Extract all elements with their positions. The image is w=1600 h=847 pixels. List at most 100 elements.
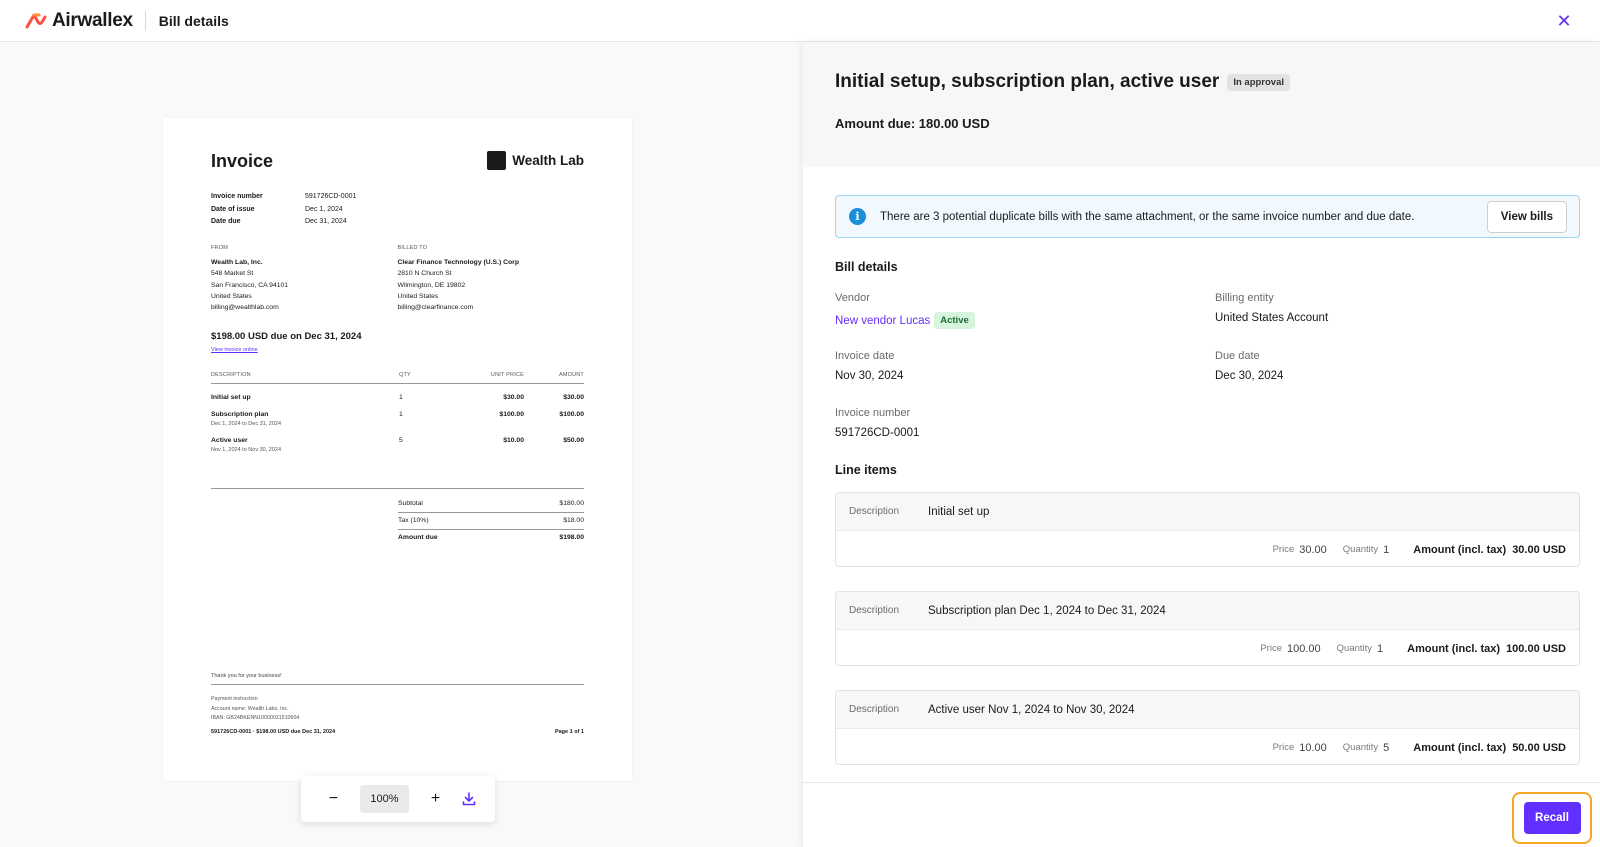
bill-title: Initial setup, subscription plan, active… [835, 71, 1291, 93]
alert-text: There are 3 potential duplicate bills wi… [880, 210, 1415, 223]
airwallex-logo[interactable]: Airwallex [25, 10, 133, 32]
col-qty: QTY [399, 372, 411, 378]
payment-instruction: Payment instruction Account name: Wealth… [211, 695, 299, 724]
footer-divider [211, 684, 584, 685]
billing-entity-value: United States Account [1215, 312, 1329, 324]
close-icon[interactable]: ✕ [1556, 10, 1572, 31]
price-value: 10.00 [1299, 741, 1327, 754]
quantity-value: 1 [1377, 642, 1384, 655]
meta-label: Date of issue [211, 205, 255, 213]
payment-account: Account name: Wealth Labs, Inc. [211, 705, 289, 712]
price-label: Price [1260, 643, 1282, 654]
row-amount: $30.00 [563, 394, 584, 401]
zoom-out-button[interactable]: − [328, 790, 339, 807]
amount-due: Amount due: 180.00 USD [835, 116, 990, 131]
invoice-footer: 591726CD-0001 · $198.00 USD due Dec 31, … [211, 729, 584, 735]
airwallex-logo-icon [25, 13, 47, 28]
billing-entity-label: Billing entity [1215, 292, 1274, 304]
table-divider [211, 488, 584, 489]
line-item-description: Active user Nov 1, 2024 to Nov 30, 2024 [928, 703, 1135, 716]
invoice-meta: Invoice number 591726CD-0001 Date of issu… [211, 191, 356, 229]
row-qty: 5 [399, 437, 403, 444]
page-number: Page 1 of 1 [554, 729, 584, 735]
price-label: Price [1272, 742, 1295, 753]
line-item-description: Subscription plan Dec 1, 2024 to Dec 31,… [928, 604, 1166, 617]
billed-to-line: United States [397, 292, 439, 300]
description-label: Description [849, 704, 900, 715]
invoice-table-header: DESCRIPTION QTY UNIT PRICE AMOUNT [211, 372, 584, 384]
zoom-toolbar: − 100% + [301, 776, 495, 822]
col-unit-price: UNIT PRICE [490, 372, 524, 378]
download-icon[interactable] [462, 792, 476, 806]
invoice-number-field: Invoice number 591726CD-0001 [835, 407, 919, 439]
amount-label: Amount (incl. tax) [1413, 741, 1507, 754]
zoom-in-button[interactable]: + [430, 790, 441, 807]
from-email: billing@wealthlab.com [211, 304, 279, 312]
meta-value: 591726CD-0001 [305, 193, 357, 200]
thanks-note: Thank you for your business! [211, 673, 282, 679]
due-date-field: Due date Dec 30, 2024 [1215, 350, 1283, 382]
footer-summary: 591726CD-0001 · $198.00 USD due Dec 31, … [211, 729, 336, 735]
price-value: 100.00 [1287, 642, 1321, 655]
table-row: Subscription plan Dec 1, 2024 to Dec 31, … [211, 401, 584, 427]
recall-highlight: Recall [1512, 792, 1592, 844]
view-bills-button[interactable]: View bills [1486, 201, 1567, 233]
bill-title-text: Initial setup, subscription plan, active… [835, 71, 1220, 92]
page-title: Bill details [158, 12, 229, 29]
brand-name: Airwallex [52, 9, 133, 31]
from-label: FROM [211, 245, 228, 251]
invoice-title: Invoice [211, 151, 274, 171]
amount-value: 100.00 USD [1506, 642, 1566, 655]
vendor-label: Vendor [835, 292, 870, 304]
col-amount: AMOUNT [558, 372, 584, 378]
invoice-due-line: $198.00 USD due on Dec 31, 2024 [211, 331, 362, 342]
from-block: FROM Wealth Lab, Inc. 548 Market St San … [211, 243, 398, 313]
panel-header: Initial setup, subscription plan, active… [803, 42, 1600, 167]
invoice-brand-name: Wealth Lab [512, 153, 584, 168]
amount-label: Amount (incl. tax) [1413, 543, 1507, 556]
brand-logo-icon [487, 151, 507, 170]
description-label: Description [849, 605, 900, 616]
vendor-status-badge: Active [934, 312, 975, 329]
row-qty: 1 [399, 394, 403, 401]
billed-to-line: 2810 N Church St [397, 270, 452, 278]
top-bar: Airwallex Bill details ✕ [0, 0, 1600, 42]
invoice-document: Invoice Wealth Lab Invoice number 591726C… [163, 118, 632, 781]
row-amount: $50.00 [563, 437, 584, 444]
billed-to-block: BILLED TO Clear Finance Technology (U.S.… [398, 243, 585, 313]
info-icon: i [849, 208, 866, 225]
from-line: 548 Market St [211, 270, 254, 278]
billing-entity-field: Billing entity United States Account [1215, 292, 1328, 324]
quantity-label: Quantity [1336, 643, 1373, 654]
invoice-date-label: Invoice date [835, 350, 895, 362]
line-item-card: Description Initial set up Price 30.00 Q… [835, 492, 1580, 567]
invoice-number-label: Invoice number [835, 407, 911, 419]
from-name: Wealth Lab, Inc. [211, 259, 263, 267]
billed-to-line: Wilmington, DE 19802 [397, 281, 466, 289]
invoice-parties: FROM Wealth Lab, Inc. 548 Market St San … [211, 243, 584, 313]
invoice-table: DESCRIPTION QTY UNIT PRICE AMOUNT Initia… [211, 372, 584, 453]
row-desc: Active user [211, 437, 248, 444]
row-amount: $100.00 [559, 411, 584, 418]
duplicate-alert: i There are 3 potential duplicate bills … [835, 195, 1580, 238]
line-items-heading: Line items [835, 463, 897, 477]
invoice-totals: Subtotal $180.00 Tax (10%) $18.00 Amount d… [398, 496, 584, 546]
amount-due-row: Amount due $198.00 [398, 534, 584, 541]
tax-row: Tax (10%) $18.00 [398, 513, 584, 530]
header-divider [144, 10, 146, 31]
payment-label: Payment instruction [211, 696, 258, 702]
vendor-link[interactable]: New vendor Lucas [835, 314, 931, 327]
line-item-description: Initial set up [928, 505, 990, 518]
view-invoice-online-link[interactable]: View invoice online [211, 347, 258, 353]
status-badge: In approval [1227, 73, 1291, 91]
meta-label: Invoice number [211, 193, 263, 200]
due-date-value: Dec 30, 2024 [1215, 370, 1284, 382]
recall-button[interactable]: Recall [1523, 802, 1581, 834]
invoice-number-value: 591726CD-0001 [835, 427, 920, 439]
quantity-label: Quantity [1342, 544, 1379, 555]
subtotal-row: Subtotal $180.00 [398, 496, 584, 513]
amount-label: Amount (incl. tax) [1407, 642, 1501, 655]
amount-value: 30.00 USD [1512, 543, 1566, 556]
amount-value: 50.00 USD [1512, 741, 1566, 754]
line-item-card: Description Subscription plan Dec 1, 202… [835, 591, 1580, 666]
